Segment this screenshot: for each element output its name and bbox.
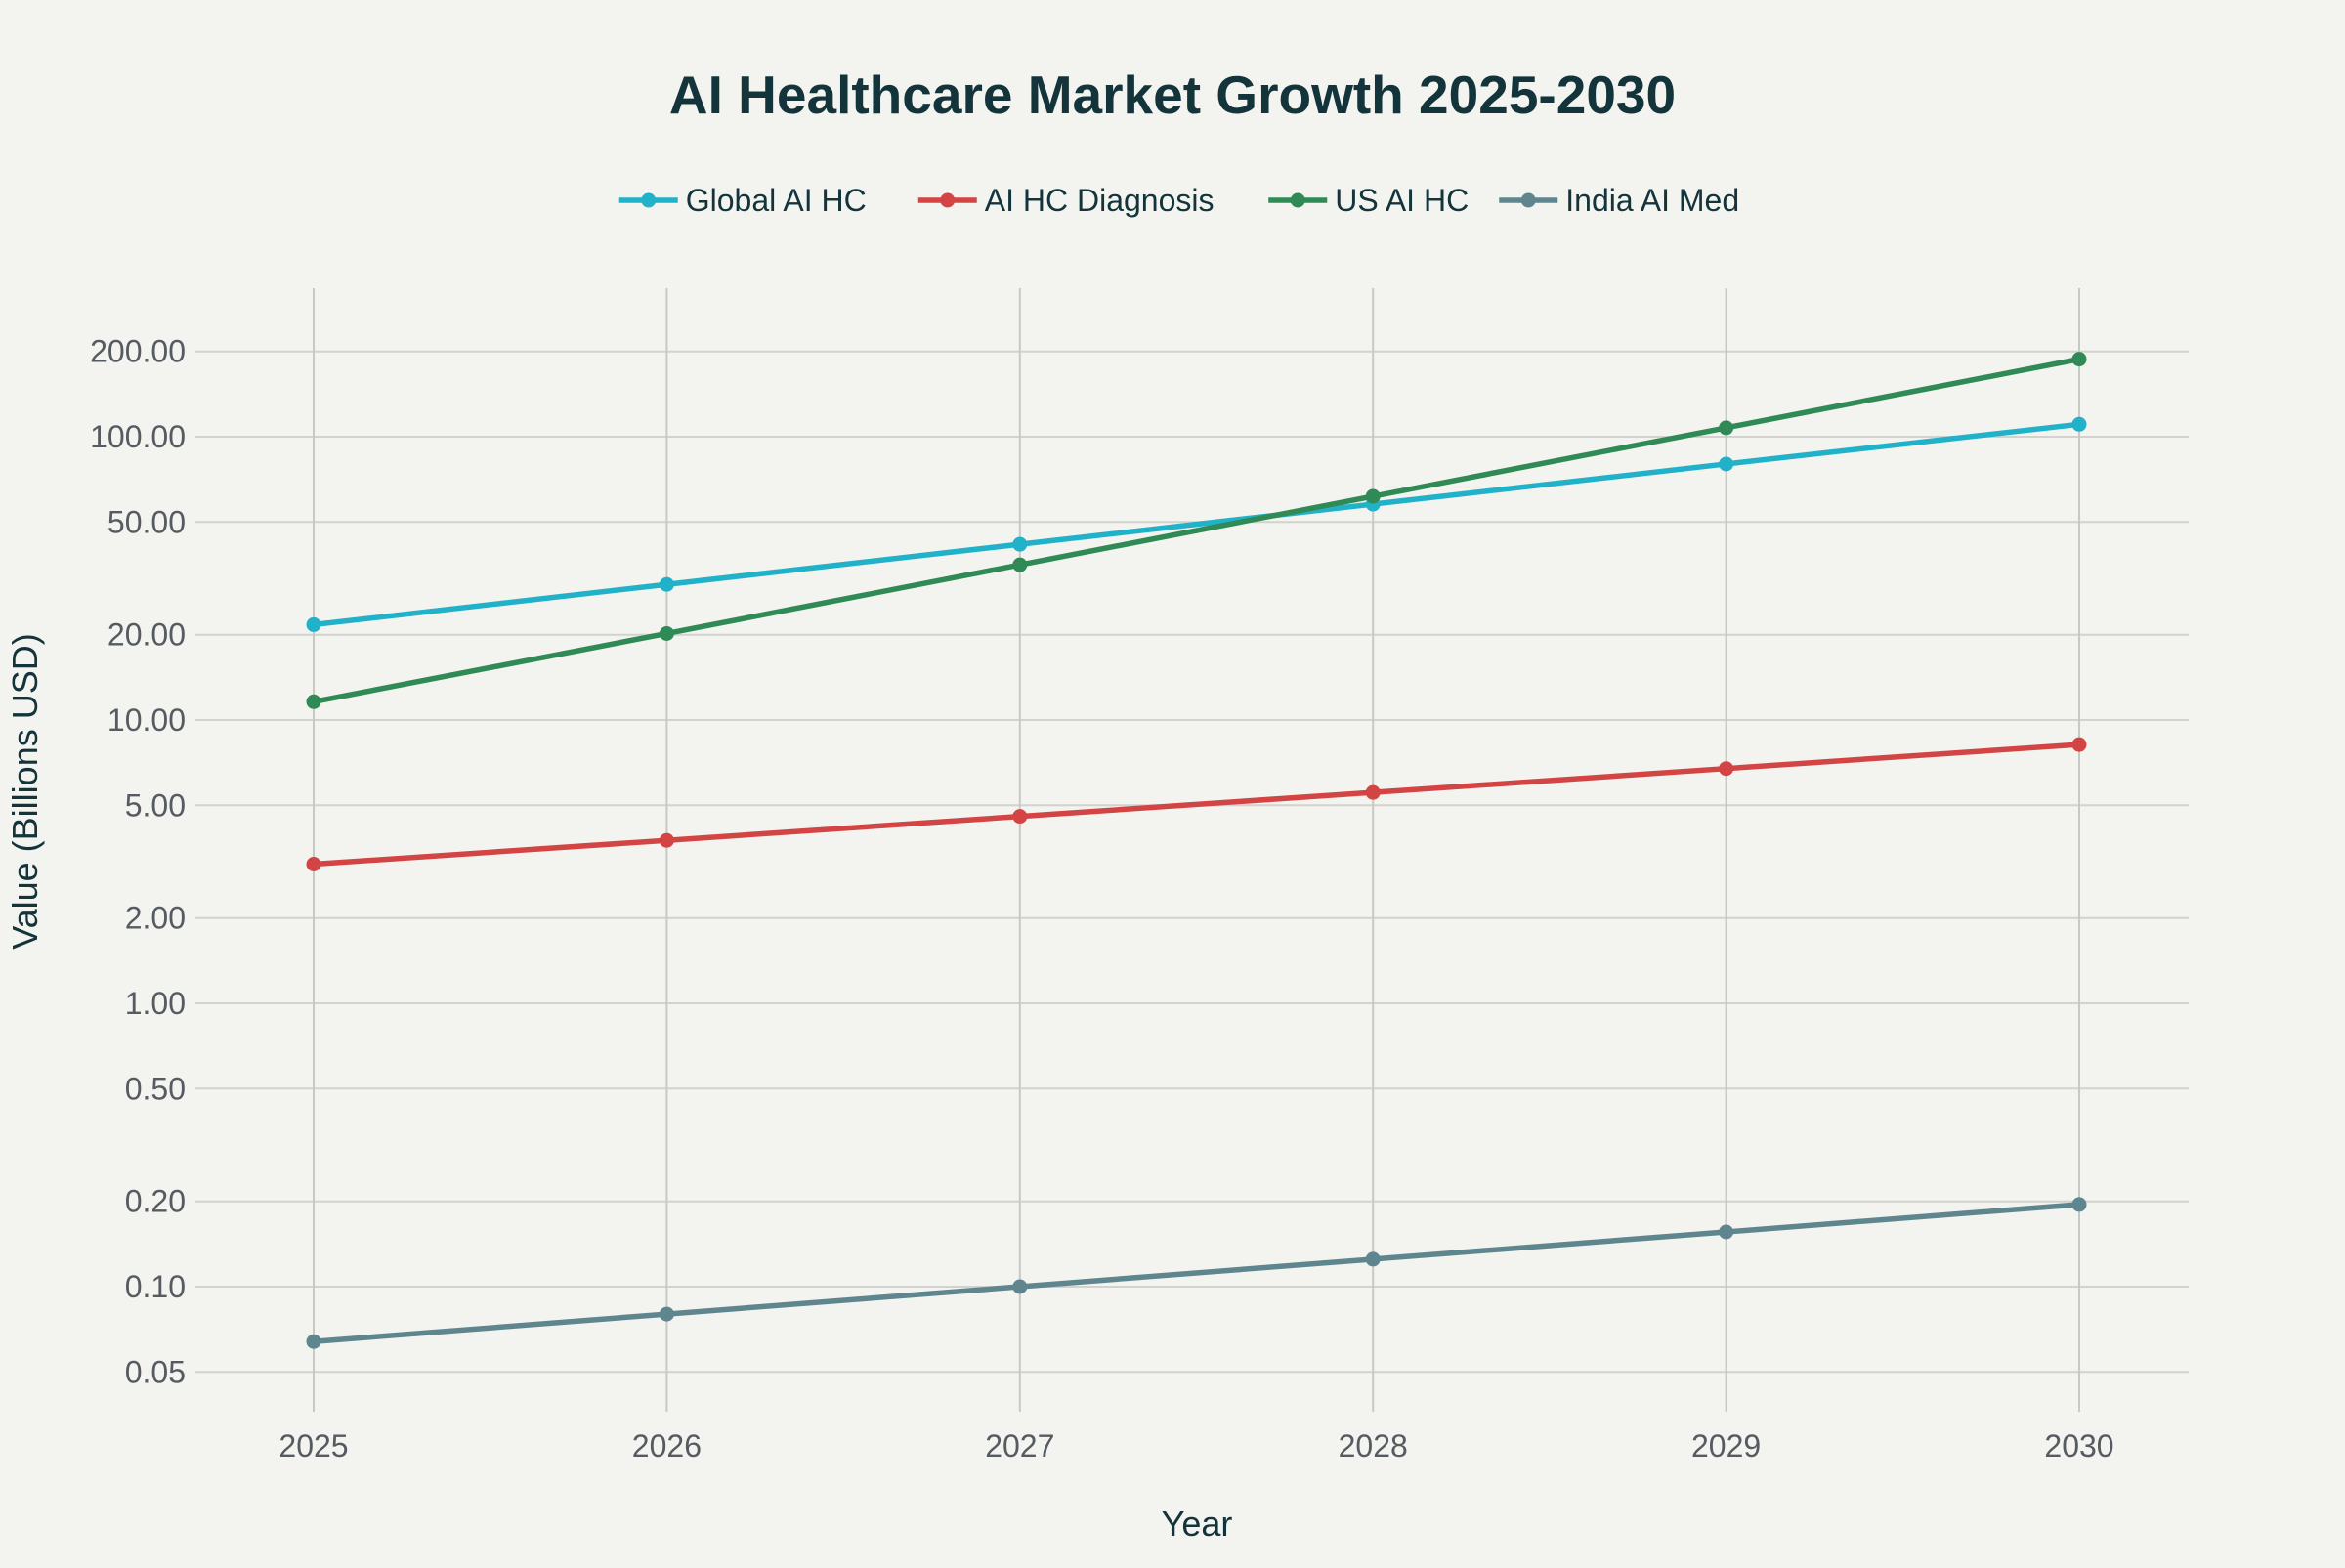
x-tick-label: 2030 <box>2044 1428 2113 1463</box>
legend-label: US AI HC <box>1335 183 1469 218</box>
y-tick-label: 100.00 <box>90 419 186 454</box>
series-line <box>311 1202 2082 1344</box>
legend-label: India AI Med <box>1565 183 1739 218</box>
data-point[interactable] <box>306 694 321 709</box>
data-point[interactable] <box>1365 784 1381 800</box>
y-tick-label: 0.50 <box>125 1071 186 1106</box>
data-point[interactable] <box>306 616 321 632</box>
legend: Global AI HC AI HC Diagnosis US AI HC India… <box>618 183 1739 218</box>
data-point[interactable] <box>1012 536 1028 552</box>
data-point[interactable] <box>659 1306 674 1322</box>
data-point[interactable] <box>1365 488 1381 504</box>
y-tick-label: 0.05 <box>125 1354 186 1389</box>
data-point[interactable] <box>1012 557 1028 572</box>
legend-label: AI HC Diagnosis <box>985 183 1215 218</box>
chart-title: AI Healthcare Market Growth 2025-2030 <box>669 64 1676 125</box>
data-point[interactable] <box>1365 1251 1381 1267</box>
y-tick-label: 0.10 <box>125 1269 186 1304</box>
series-group <box>306 352 2087 1349</box>
y-tick-label: 0.20 <box>125 1184 186 1219</box>
data-point[interactable] <box>1012 809 1028 825</box>
data-point[interactable] <box>659 576 674 592</box>
y-tick-label: 2.00 <box>125 901 186 936</box>
data-point[interactable] <box>1719 761 1734 777</box>
data-point[interactable] <box>2071 352 2087 367</box>
y-tick-label: 200.00 <box>90 334 186 369</box>
y-tick-label: 50.00 <box>107 504 186 539</box>
y-tick-label: 5.00 <box>125 787 186 823</box>
x-axis-title: Year <box>1162 1504 1233 1544</box>
legend-item[interactable]: US AI HC <box>1268 183 1469 218</box>
data-point[interactable] <box>1012 1279 1028 1294</box>
legend-swatch-marker <box>940 192 956 208</box>
series-ai-hc-diagnosis <box>306 737 2087 872</box>
grid <box>195 288 2189 1412</box>
series-line <box>311 421 2082 628</box>
legend-swatch-marker <box>1520 192 1536 208</box>
y-tick-label: 20.00 <box>107 617 186 653</box>
x-tick-label: 2025 <box>278 1428 348 1463</box>
series-us-ai-hc <box>306 352 2087 709</box>
series-line <box>311 742 2082 868</box>
x-axis-ticks: 2025 2026 2027 2028 2029 2030 <box>278 1428 2113 1463</box>
legend-item[interactable]: Global AI HC <box>618 183 867 218</box>
series-india-ai-med <box>306 1197 2087 1349</box>
legend-item[interactable]: India AI Med <box>1499 183 1739 218</box>
series-line <box>311 356 2082 705</box>
x-tick-label: 2029 <box>1691 1428 1761 1463</box>
data-point[interactable] <box>659 625 674 641</box>
legend-label: Global AI HC <box>686 183 867 218</box>
y-axis-ticks: 200.00 100.00 50.00 20.00 10.00 5.00 2.00 1.00 0… <box>90 334 186 1390</box>
data-point[interactable] <box>306 857 321 872</box>
data-point[interactable] <box>2071 737 2087 752</box>
y-axis-title: Value (Billions USD) <box>5 633 45 949</box>
y-tick-label: 1.00 <box>125 986 186 1021</box>
data-point[interactable] <box>2071 1197 2087 1212</box>
data-point[interactable] <box>1719 456 1734 472</box>
data-point[interactable] <box>306 1334 321 1349</box>
data-point[interactable] <box>2071 416 2087 432</box>
series-global-ai-hc <box>306 416 2087 632</box>
x-tick-label: 2026 <box>632 1428 702 1463</box>
x-tick-label: 2027 <box>985 1428 1054 1463</box>
legend-swatch-marker <box>1290 192 1305 208</box>
data-point[interactable] <box>659 832 674 848</box>
x-tick-label: 2028 <box>1339 1428 1408 1463</box>
data-point[interactable] <box>1719 1224 1734 1240</box>
legend-item[interactable]: AI HC Diagnosis <box>917 183 1215 218</box>
legend-swatch-marker <box>641 192 657 208</box>
y-tick-label: 10.00 <box>107 702 186 738</box>
data-point[interactable] <box>1719 420 1734 436</box>
